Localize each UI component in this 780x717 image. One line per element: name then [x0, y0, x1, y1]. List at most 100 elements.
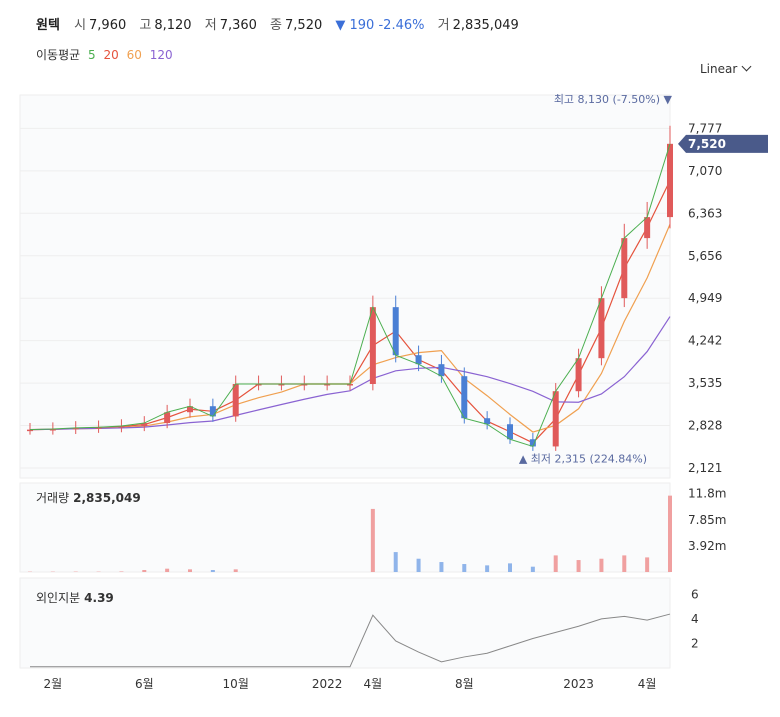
candle-body — [72, 427, 79, 430]
moving-average-legend: 이동평균 5 20 60 120 — [36, 46, 177, 63]
ma-5-line — [29, 143, 671, 448]
current-price-label: 7,520 — [688, 137, 726, 151]
foreign-ownership-panel: 6 4 2 — [30, 587, 699, 668]
candle-body — [278, 384, 285, 386]
price-annotations: 7,520 최고 8,130 (-7.50%) ▼ ▲ 최저 2,315 (224.… — [519, 93, 768, 465]
x-tick-label: 4월 — [364, 677, 383, 691]
volume-bar — [485, 565, 490, 572]
close-label: 종 — [270, 18, 283, 33]
price-candles — [27, 125, 673, 451]
change-arrow-icon: ▼ — [335, 18, 346, 33]
x-tick-label: 4월 — [638, 677, 657, 691]
price-tick-label: 3,535 — [688, 376, 722, 390]
volume-bar — [599, 558, 604, 572]
candle-body — [324, 384, 331, 386]
foreign-panel-value: 4.39 — [84, 591, 114, 605]
price-grid — [19, 94, 671, 669]
candle-body — [529, 439, 536, 447]
price-tick-label: 6,363 — [688, 206, 722, 220]
candle-body — [644, 217, 651, 239]
volume-bar — [530, 566, 535, 572]
candle-body — [507, 424, 513, 440]
foreign-panel-title: 외인지분 4.39 — [36, 589, 114, 606]
x-axis: 2월 6월 10월 2022 4월 8월 2023 4월 — [44, 677, 657, 691]
x-tick-label: 6월 — [135, 677, 154, 691]
ma-120[interactable]: 120 — [149, 48, 173, 62]
stock-name: 원텍 — [36, 18, 60, 33]
candle-body — [347, 384, 353, 386]
foreign-tick-label: 4 — [691, 612, 699, 626]
candle-body — [232, 384, 239, 417]
x-tick-label: 10월 — [223, 677, 249, 691]
volume-bar — [576, 560, 581, 572]
volume-bar — [508, 563, 512, 572]
ma-60[interactable]: 60 — [126, 48, 142, 62]
candle-body — [438, 364, 445, 377]
price-tick-label: 2,828 — [688, 419, 722, 433]
panel-frame — [19, 482, 671, 573]
moving-average-label: 이동평균 — [36, 48, 81, 62]
quote-header: 원텍 시 7,960 고 8,120 저 7,360 종 7,520 ▼ 190 -2.… — [36, 14, 528, 33]
candle-body — [369, 307, 376, 385]
candle-body — [118, 426, 125, 428]
volume-bar — [119, 571, 124, 572]
volume-bar — [462, 564, 467, 572]
max-annotation: 최고 8,130 (-7.50%) ▼ — [554, 93, 673, 106]
volume-value: 2,835,049 — [452, 18, 519, 33]
high-value: 8,120 — [154, 18, 192, 33]
volume-tick-label: 3.92m — [688, 539, 726, 553]
min-annotation: ▲ 최저 2,315 (224.84%) — [519, 452, 647, 465]
candle-body — [27, 429, 33, 432]
volume-bar — [188, 569, 192, 572]
volume-bar — [393, 552, 398, 572]
open-value: 7,960 — [89, 18, 127, 33]
candle-body — [415, 355, 422, 365]
candle-body — [461, 376, 468, 419]
change-pct: -2.46% — [378, 18, 425, 33]
volume-panel-label: 거래량 — [36, 491, 70, 505]
candle-body — [484, 418, 491, 425]
x-tick-label: 8월 — [455, 677, 474, 691]
candle-body — [621, 238, 628, 299]
candle-body — [209, 406, 216, 417]
volume-tick-label: 7.85m — [688, 513, 726, 527]
panel-frame — [19, 94, 671, 479]
price-y-ticks: 7,777 7,070 6,363 5,656 4,949 4,242 3,535 2,828… — [688, 121, 722, 475]
volume-panel-value: 2,835,049 — [73, 491, 141, 505]
foreign-panel-label: 외인지분 — [36, 591, 81, 605]
volume-bar — [439, 562, 444, 572]
ma-5[interactable]: 5 — [88, 48, 96, 62]
candle-body — [164, 412, 171, 424]
open-label: 시 — [74, 18, 87, 33]
x-tick-label: 2월 — [44, 677, 63, 691]
ma-20[interactable]: 20 — [103, 48, 119, 62]
low-label: 저 — [204, 18, 217, 33]
high-label: 고 — [139, 18, 152, 33]
candle-body — [392, 307, 399, 356]
change-value: 190 — [349, 18, 375, 33]
volume-bar — [622, 555, 627, 572]
price-tick-label: 7,070 — [688, 164, 722, 178]
foreign-ownership-line — [30, 613, 671, 668]
x-tick-label: 2023 — [563, 677, 594, 691]
ma-120-line — [29, 316, 671, 431]
price-tick-label: 7,777 — [688, 121, 722, 135]
price-line — [29, 143, 671, 448]
volume-bar — [165, 568, 170, 572]
volume-bar — [370, 508, 375, 572]
volume-tick-label: 11.8m — [688, 487, 726, 501]
scale-selector[interactable]: Linear — [700, 61, 752, 76]
candle-body — [187, 406, 193, 413]
candle-body — [49, 429, 56, 431]
volume-panel-title: 거래량 2,835,049 — [36, 489, 141, 506]
scale-label: Linear — [700, 62, 738, 76]
candle-body — [552, 391, 559, 447]
volume-bar — [553, 555, 558, 572]
volume-bar — [668, 495, 672, 572]
foreign-tick-label: 2 — [691, 636, 699, 650]
price-tick-label: 4,242 — [688, 334, 722, 348]
price-tick-label: 4,949 — [688, 291, 722, 305]
volume-bar — [645, 557, 650, 572]
close-value: 7,520 — [285, 18, 323, 33]
